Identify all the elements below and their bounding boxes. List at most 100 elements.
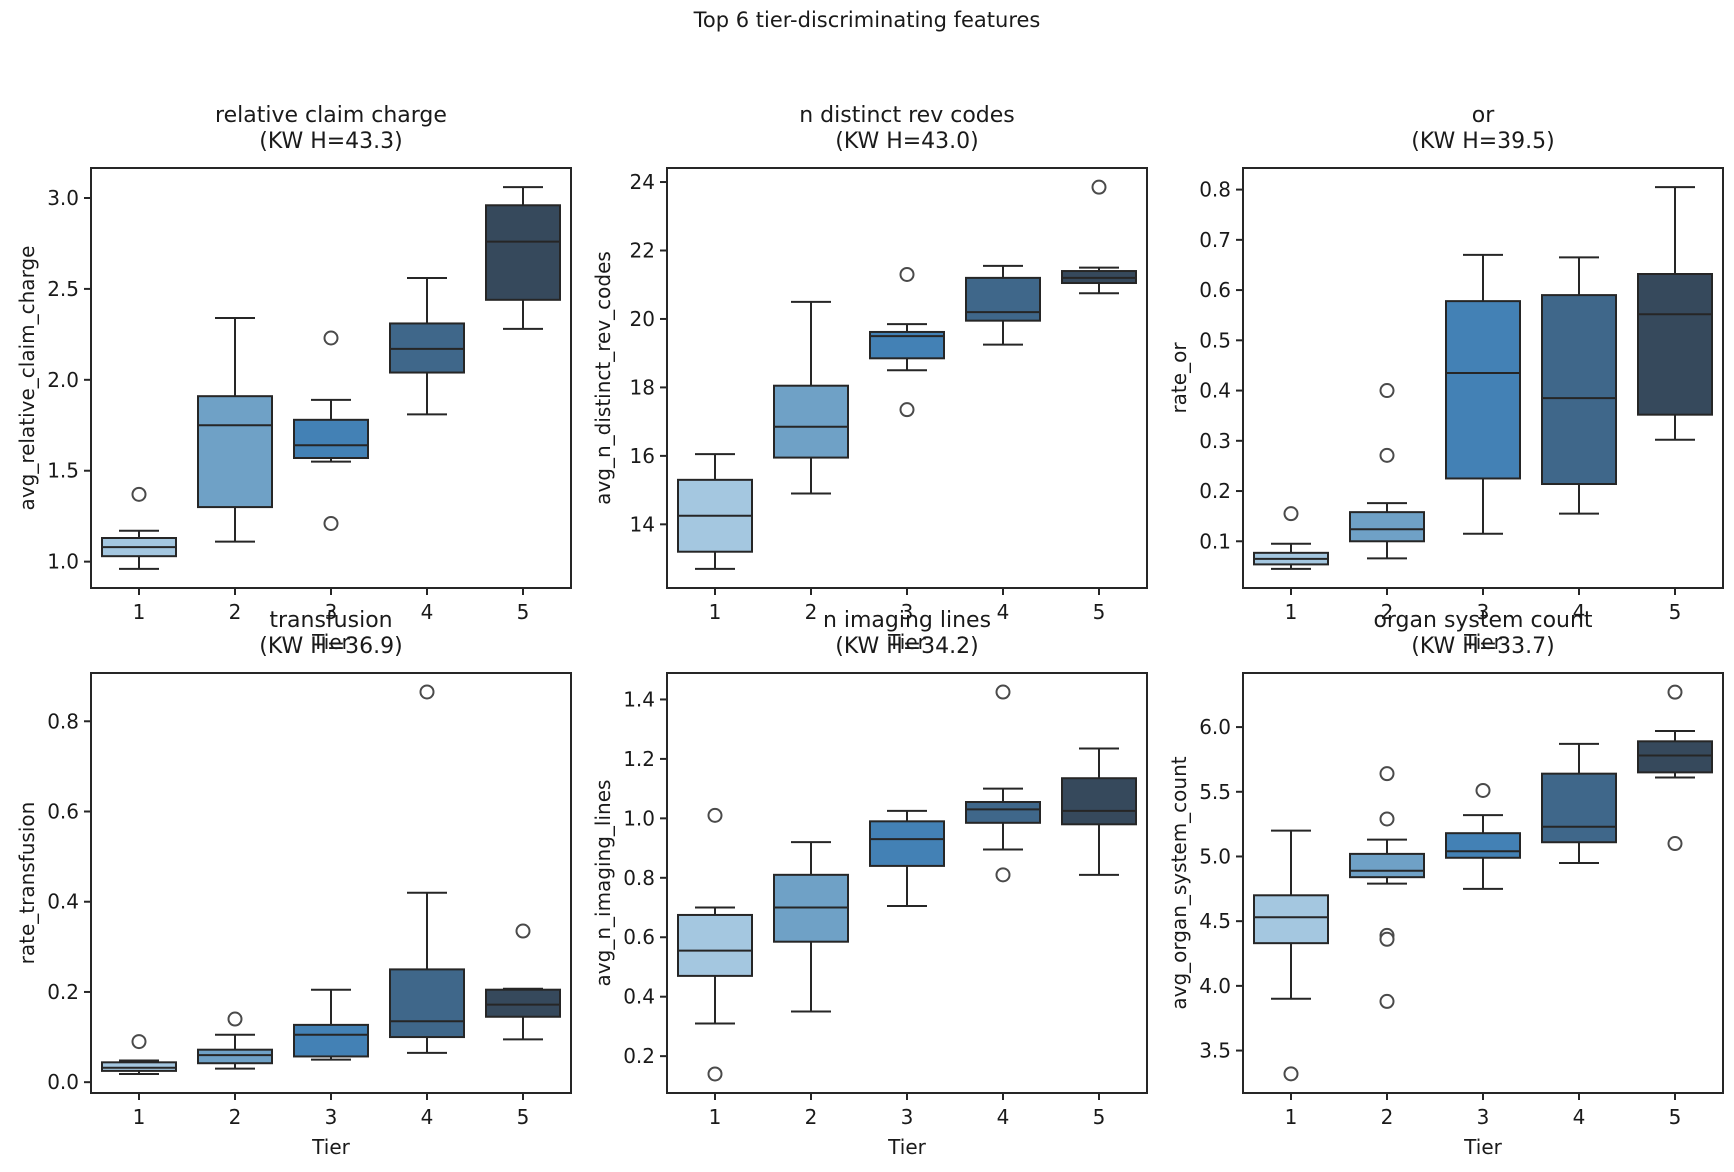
y-tick-label: 0.6 bbox=[1199, 278, 1231, 302]
outlier-point bbox=[1667, 684, 1683, 700]
axes-frame bbox=[90, 167, 572, 589]
box-tier-4 bbox=[389, 968, 465, 1039]
outlier-point bbox=[323, 330, 339, 346]
y-tick-label: 20 bbox=[630, 307, 655, 331]
x-tick-label: 3 bbox=[901, 600, 914, 624]
y-axis-label: rate_or bbox=[1167, 342, 1191, 414]
x-tick-label: 3 bbox=[1477, 600, 1490, 624]
y-tick-label: 0.7 bbox=[1199, 228, 1231, 252]
x-tick-label: 1 bbox=[1285, 1105, 1298, 1129]
y-tick-label: 0.4 bbox=[47, 890, 79, 914]
subplot-title: n imaging lines bbox=[823, 608, 991, 633]
outlier-point bbox=[707, 1066, 723, 1082]
box-tier-5 bbox=[485, 988, 561, 1018]
outlier-point bbox=[515, 923, 531, 939]
y-tick-label: 0.8 bbox=[623, 866, 655, 890]
y-tick-label: 1.5 bbox=[47, 459, 79, 483]
box-tier-1 bbox=[1253, 894, 1329, 945]
y-tick-label: 0.3 bbox=[1199, 429, 1231, 453]
x-tick-label: 2 bbox=[1381, 600, 1394, 624]
y-tick-label: 0.0 bbox=[47, 1070, 79, 1094]
y-tick-label: 2.5 bbox=[47, 277, 79, 301]
outlier-point bbox=[1379, 811, 1395, 827]
x-axis-label: Tier bbox=[887, 1135, 926, 1159]
y-tick-label: 0.8 bbox=[47, 709, 79, 733]
y-tick-label: 4.5 bbox=[1199, 909, 1231, 933]
box-tier-5 bbox=[1637, 273, 1713, 416]
box-tier-3 bbox=[1445, 832, 1521, 859]
x-tick-label: 1 bbox=[133, 600, 146, 624]
outlier-point bbox=[1379, 447, 1395, 463]
outlier-point bbox=[995, 867, 1011, 883]
box-tier-3 bbox=[869, 820, 945, 867]
y-tick-label: 5.0 bbox=[1199, 844, 1231, 868]
x-tick-label: 1 bbox=[709, 600, 722, 624]
y-tick-label: 1.2 bbox=[623, 747, 655, 771]
y-tick-label: 4.0 bbox=[1199, 974, 1231, 998]
x-tick-label: 4 bbox=[1573, 600, 1586, 624]
box-tier-5 bbox=[1637, 740, 1713, 774]
y-axis-label: avg_n_imaging_lines bbox=[591, 780, 615, 987]
x-tick-label: 5 bbox=[1093, 1105, 1106, 1129]
outlier-point bbox=[1379, 383, 1395, 399]
box-tier-2 bbox=[197, 1048, 273, 1065]
x-tick-label: 1 bbox=[709, 1105, 722, 1129]
y-tick-label: 1.0 bbox=[623, 806, 655, 830]
y-axis-label: avg_relative_claim_charge bbox=[15, 246, 39, 511]
box-tier-4 bbox=[1541, 294, 1617, 486]
outlier-point bbox=[707, 807, 723, 823]
x-tick-label: 4 bbox=[421, 600, 434, 624]
subplot-title: organ system count bbox=[1373, 608, 1592, 633]
subplot-subtitle: (KW H=34.2) bbox=[835, 634, 979, 659]
y-tick-label: 3.0 bbox=[47, 186, 79, 210]
outlier-point bbox=[1379, 931, 1395, 947]
box-tier-4 bbox=[965, 276, 1041, 322]
axes-frame bbox=[1242, 167, 1724, 589]
x-tick-label: 2 bbox=[805, 1105, 818, 1129]
y-tick-label: 2.0 bbox=[47, 368, 79, 392]
box-tier-5 bbox=[485, 204, 561, 301]
y-tick-label: 0.1 bbox=[1199, 529, 1231, 553]
outlier-point bbox=[131, 1034, 147, 1050]
y-tick-label: 0.4 bbox=[623, 985, 655, 1009]
y-tick-label: 0.2 bbox=[1199, 479, 1231, 503]
box-tier-3 bbox=[293, 1023, 369, 1058]
x-tick-label: 5 bbox=[1669, 600, 1682, 624]
box-tier-1 bbox=[101, 1061, 177, 1072]
y-axis-label: rate_transfusion bbox=[15, 802, 39, 965]
x-tick-label: 5 bbox=[517, 600, 530, 624]
x-axis-label: Tier bbox=[1463, 630, 1502, 654]
x-tick-label: 3 bbox=[325, 600, 338, 624]
subplot-subtitle: (KW H=33.7) bbox=[1411, 634, 1555, 659]
outlier-point bbox=[1667, 836, 1683, 852]
y-tick-label: 22 bbox=[630, 238, 655, 262]
y-tick-label: 18 bbox=[630, 375, 655, 399]
x-tick-label: 4 bbox=[997, 600, 1010, 624]
y-tick-label: 16 bbox=[630, 444, 655, 468]
box-tier-5 bbox=[1061, 777, 1137, 826]
y-tick-label: 0.2 bbox=[623, 1044, 655, 1068]
subplot-title: relative claim charge bbox=[215, 103, 447, 128]
x-axis-label: Tier bbox=[311, 630, 350, 654]
axes-frame bbox=[666, 167, 1148, 589]
x-tick-label: 2 bbox=[1381, 1105, 1394, 1129]
box-tier-3 bbox=[1445, 300, 1521, 480]
x-tick-label: 3 bbox=[1477, 1105, 1490, 1129]
outlier-point bbox=[1091, 179, 1107, 195]
x-tick-label: 4 bbox=[421, 1105, 434, 1129]
subplot-subtitle: (KW H=43.3) bbox=[259, 129, 403, 154]
y-tick-label: 6.0 bbox=[1199, 715, 1231, 739]
outlier-point bbox=[419, 684, 435, 700]
subplot-subtitle: (KW H=43.0) bbox=[835, 129, 979, 154]
box-tier-4 bbox=[965, 801, 1041, 824]
x-axis-label: Tier bbox=[311, 1135, 350, 1159]
x-axis-label: Tier bbox=[1463, 1135, 1502, 1159]
outlier-point bbox=[1379, 766, 1395, 782]
outlier-point bbox=[323, 515, 339, 531]
outlier-point bbox=[1283, 1066, 1299, 1082]
x-tick-label: 2 bbox=[229, 600, 242, 624]
x-tick-label: 3 bbox=[901, 1105, 914, 1129]
x-tick-label: 5 bbox=[1093, 600, 1106, 624]
y-tick-label: 0.8 bbox=[1199, 178, 1231, 202]
